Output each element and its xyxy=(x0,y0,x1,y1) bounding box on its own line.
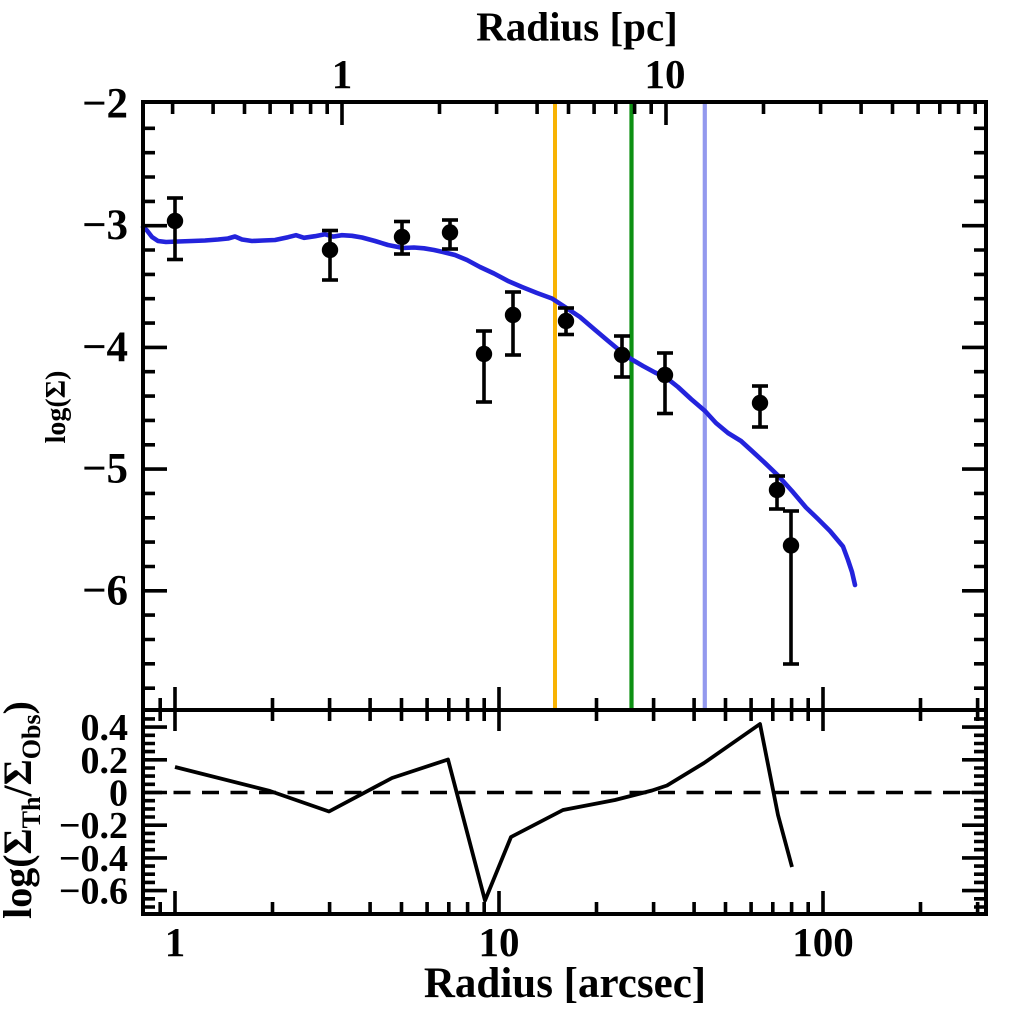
svg-text:−6: −6 xyxy=(82,567,128,614)
svg-text:−5: −5 xyxy=(82,446,128,493)
svg-text:Radius [pc]: Radius [pc] xyxy=(476,4,678,50)
svg-text:−0.4: −0.4 xyxy=(59,838,128,880)
svg-text:100: 100 xyxy=(792,919,854,965)
svg-text:1: 1 xyxy=(165,919,186,965)
svg-text:−3: −3 xyxy=(82,202,128,249)
svg-text:0.2: 0.2 xyxy=(81,740,129,782)
svg-text:−4: −4 xyxy=(82,324,128,371)
svg-text:1: 1 xyxy=(332,51,353,97)
svg-text:0: 0 xyxy=(109,773,128,815)
svg-text:−0.2: −0.2 xyxy=(59,805,128,847)
svg-text:−0.6: −0.6 xyxy=(59,871,128,913)
svg-text:Radius [arcsec]: Radius [arcsec] xyxy=(424,960,706,1007)
svg-text:−2: −2 xyxy=(82,81,128,128)
svg-text:10: 10 xyxy=(645,51,686,97)
svg-text:10: 10 xyxy=(479,919,520,965)
svg-text:0.4: 0.4 xyxy=(81,707,129,749)
svg-text:log(Σ): log(Σ) xyxy=(41,371,72,444)
